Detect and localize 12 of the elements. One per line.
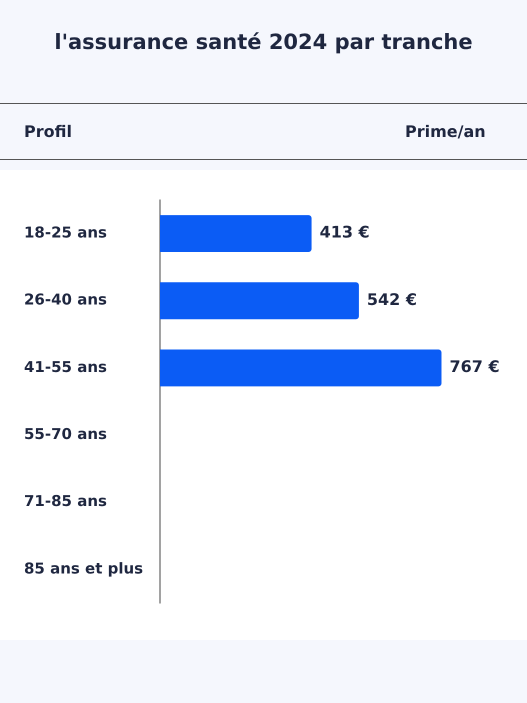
chart-title: l'assurance santé 2024 par tranche xyxy=(53,30,474,54)
data-label: 413 € xyxy=(320,222,370,242)
y-tick-label: 41-55 ans xyxy=(24,358,107,376)
data-label: 542 € xyxy=(366,290,418,309)
y-tick-label: 71-85 ans xyxy=(24,492,107,510)
y-tick-label: 18-25 ans xyxy=(24,223,107,242)
y-tick-label: 55-70 ans xyxy=(24,424,107,443)
y-axis-title: Profil xyxy=(24,122,72,141)
data-label: 767 € xyxy=(449,357,500,376)
y-tick-label: 26-40 ans xyxy=(24,290,107,309)
y-tick-label: 85 ans et plus xyxy=(24,559,144,578)
x-axis-title: Prime/an xyxy=(405,122,486,141)
